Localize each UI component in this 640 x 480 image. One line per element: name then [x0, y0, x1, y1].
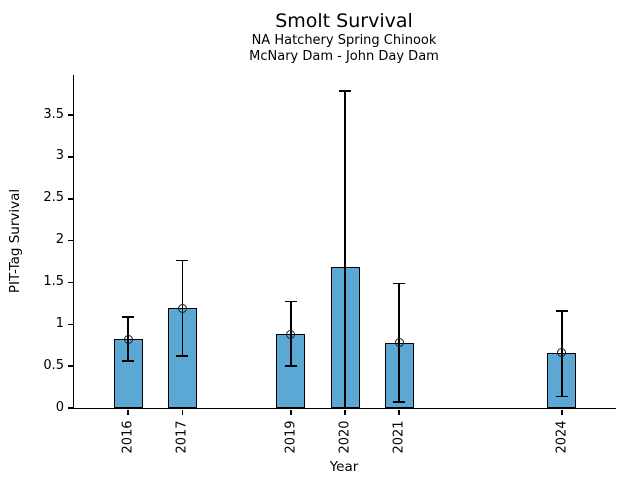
x-tick-label: 2019: [283, 420, 299, 454]
point-marker: [286, 329, 296, 339]
error-bar-cap-lower: [339, 407, 351, 409]
x-tick-label: 2020: [337, 420, 353, 454]
x-tick: [127, 410, 129, 415]
error-bar-cap-upper: [555, 310, 568, 312]
error-bar-cap-lower: [176, 355, 189, 357]
x-axis-label: Year: [329, 459, 359, 475]
error-bar-cap-upper: [393, 282, 406, 285]
error-bar: [344, 90, 346, 408]
plot-area: 0 0.5 1 1.5 2 2.5 3 3.5 2016 2017 2019 2020 2021 2024: [43, 75, 616, 454]
x-tick: [561, 410, 563, 415]
chart-title: Smolt Survival: [275, 10, 413, 32]
error-bar-cap-upper: [176, 259, 189, 262]
x-tick-label: 2016: [120, 420, 136, 454]
y-tick: [67, 239, 73, 242]
y-tick-label: 0: [55, 399, 64, 415]
x-tick: [344, 410, 346, 415]
error-bar-cap-lower: [555, 395, 568, 398]
y-tick-label: 0.5: [43, 357, 64, 373]
point-marker: [177, 303, 187, 313]
y-tick-label: 1: [55, 315, 64, 331]
point-marker: [394, 338, 404, 348]
y-tick-label: 2.5: [43, 190, 64, 206]
y-tick-label: 3: [55, 148, 64, 164]
x-tick-label: 2017: [174, 420, 190, 454]
x-tick: [181, 410, 184, 415]
y-tick-label: 3.5: [43, 106, 64, 122]
x-tick-label: 2021: [391, 420, 407, 454]
error-bar-cap-lower: [393, 401, 406, 403]
y-tick: [67, 156, 73, 158]
error-bar-cap-upper: [339, 90, 351, 92]
y-tick: [67, 407, 73, 409]
x-tick: [290, 410, 292, 415]
x-tick: [398, 410, 400, 415]
y-tick: [67, 281, 73, 284]
chart-header: Smolt Survival NA Hatchery Spring Chinoo…: [73, 10, 615, 65]
x-tick-label: 2024: [554, 420, 570, 454]
y-tick-label: 2: [55, 232, 64, 248]
error-bar-cap-upper: [122, 316, 135, 318]
y-tick: [67, 323, 73, 326]
y-tick-label: 1.5: [43, 273, 64, 289]
y-tick: [67, 365, 73, 367]
y-tick: [67, 198, 73, 200]
y-tick: [67, 114, 73, 116]
error-bar-cap-lower: [284, 365, 297, 367]
point-marker: [123, 334, 133, 344]
error-bar-cap-upper: [284, 300, 297, 303]
chart-subtitle-line2: McNary Dam - John Day Dam: [249, 49, 439, 65]
error-bar-cap-lower: [122, 360, 135, 362]
chart-subtitle-line1: NA Hatchery Spring Chinook: [251, 32, 437, 48]
point-marker: [557, 348, 567, 358]
